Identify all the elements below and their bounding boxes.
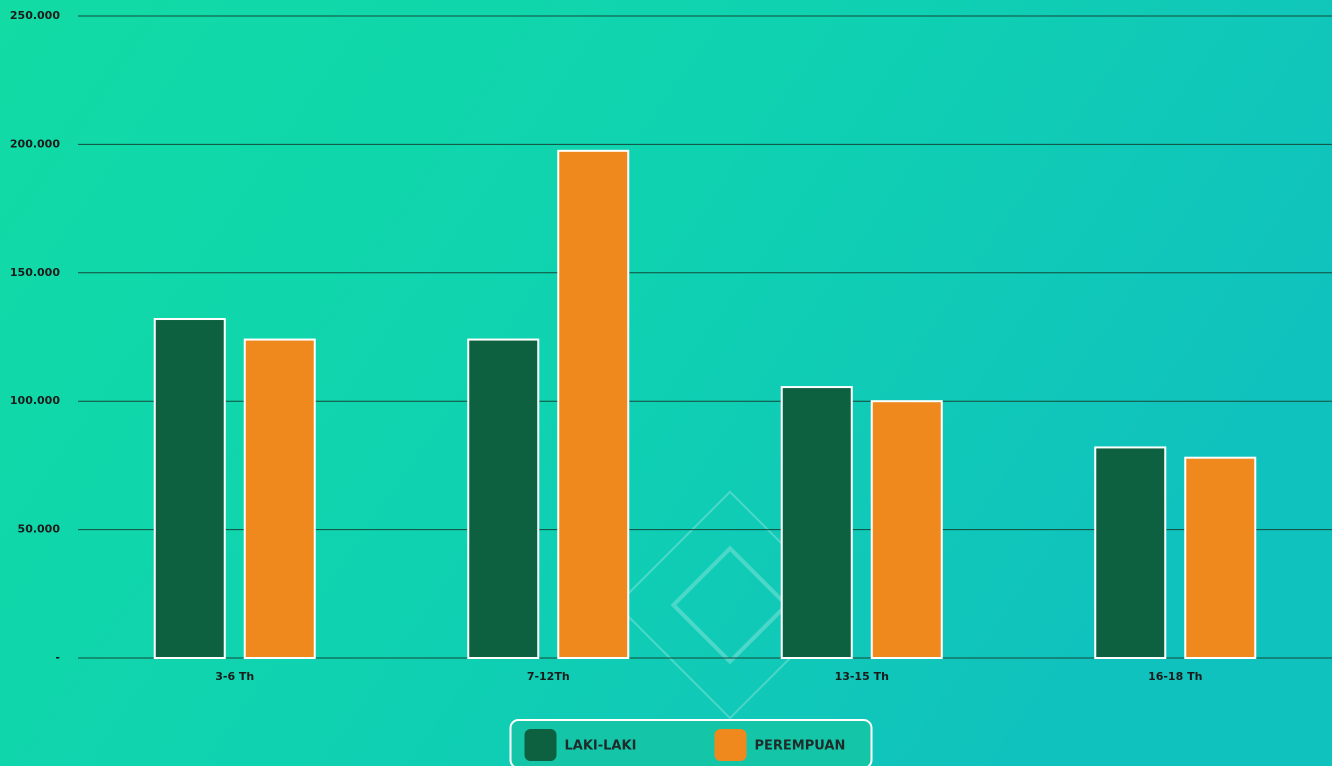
x-tick-label: 16-18 Th — [1148, 670, 1202, 683]
x-tick-label: 13-15 Th — [835, 670, 889, 683]
bar — [557, 149, 630, 659]
y-tick-label: 50.000 — [18, 523, 61, 536]
legend-label: PEREMPUAN — [755, 739, 846, 754]
x-tick-label: 7-12Th — [527, 670, 570, 683]
y-tick-label: 100.000 — [10, 394, 60, 407]
x-tick-label: 3-6 Th — [215, 670, 254, 683]
y-tick-label: 250.000 — [10, 9, 60, 22]
legend-swatch — [524, 729, 557, 761]
y-tick-label: 200.000 — [10, 137, 60, 150]
bar — [1184, 456, 1257, 660]
legend-box — [509, 719, 873, 766]
legend-label: LAKI-LAKI — [565, 739, 637, 754]
bar — [1094, 446, 1167, 660]
bar — [870, 400, 943, 659]
bar — [243, 338, 316, 659]
bar — [780, 386, 853, 659]
y-tick-label: - — [55, 651, 60, 664]
legend-swatch — [714, 729, 747, 761]
y-tick-label: 150.000 — [10, 266, 60, 279]
bar — [153, 318, 226, 659]
bar — [467, 338, 540, 659]
